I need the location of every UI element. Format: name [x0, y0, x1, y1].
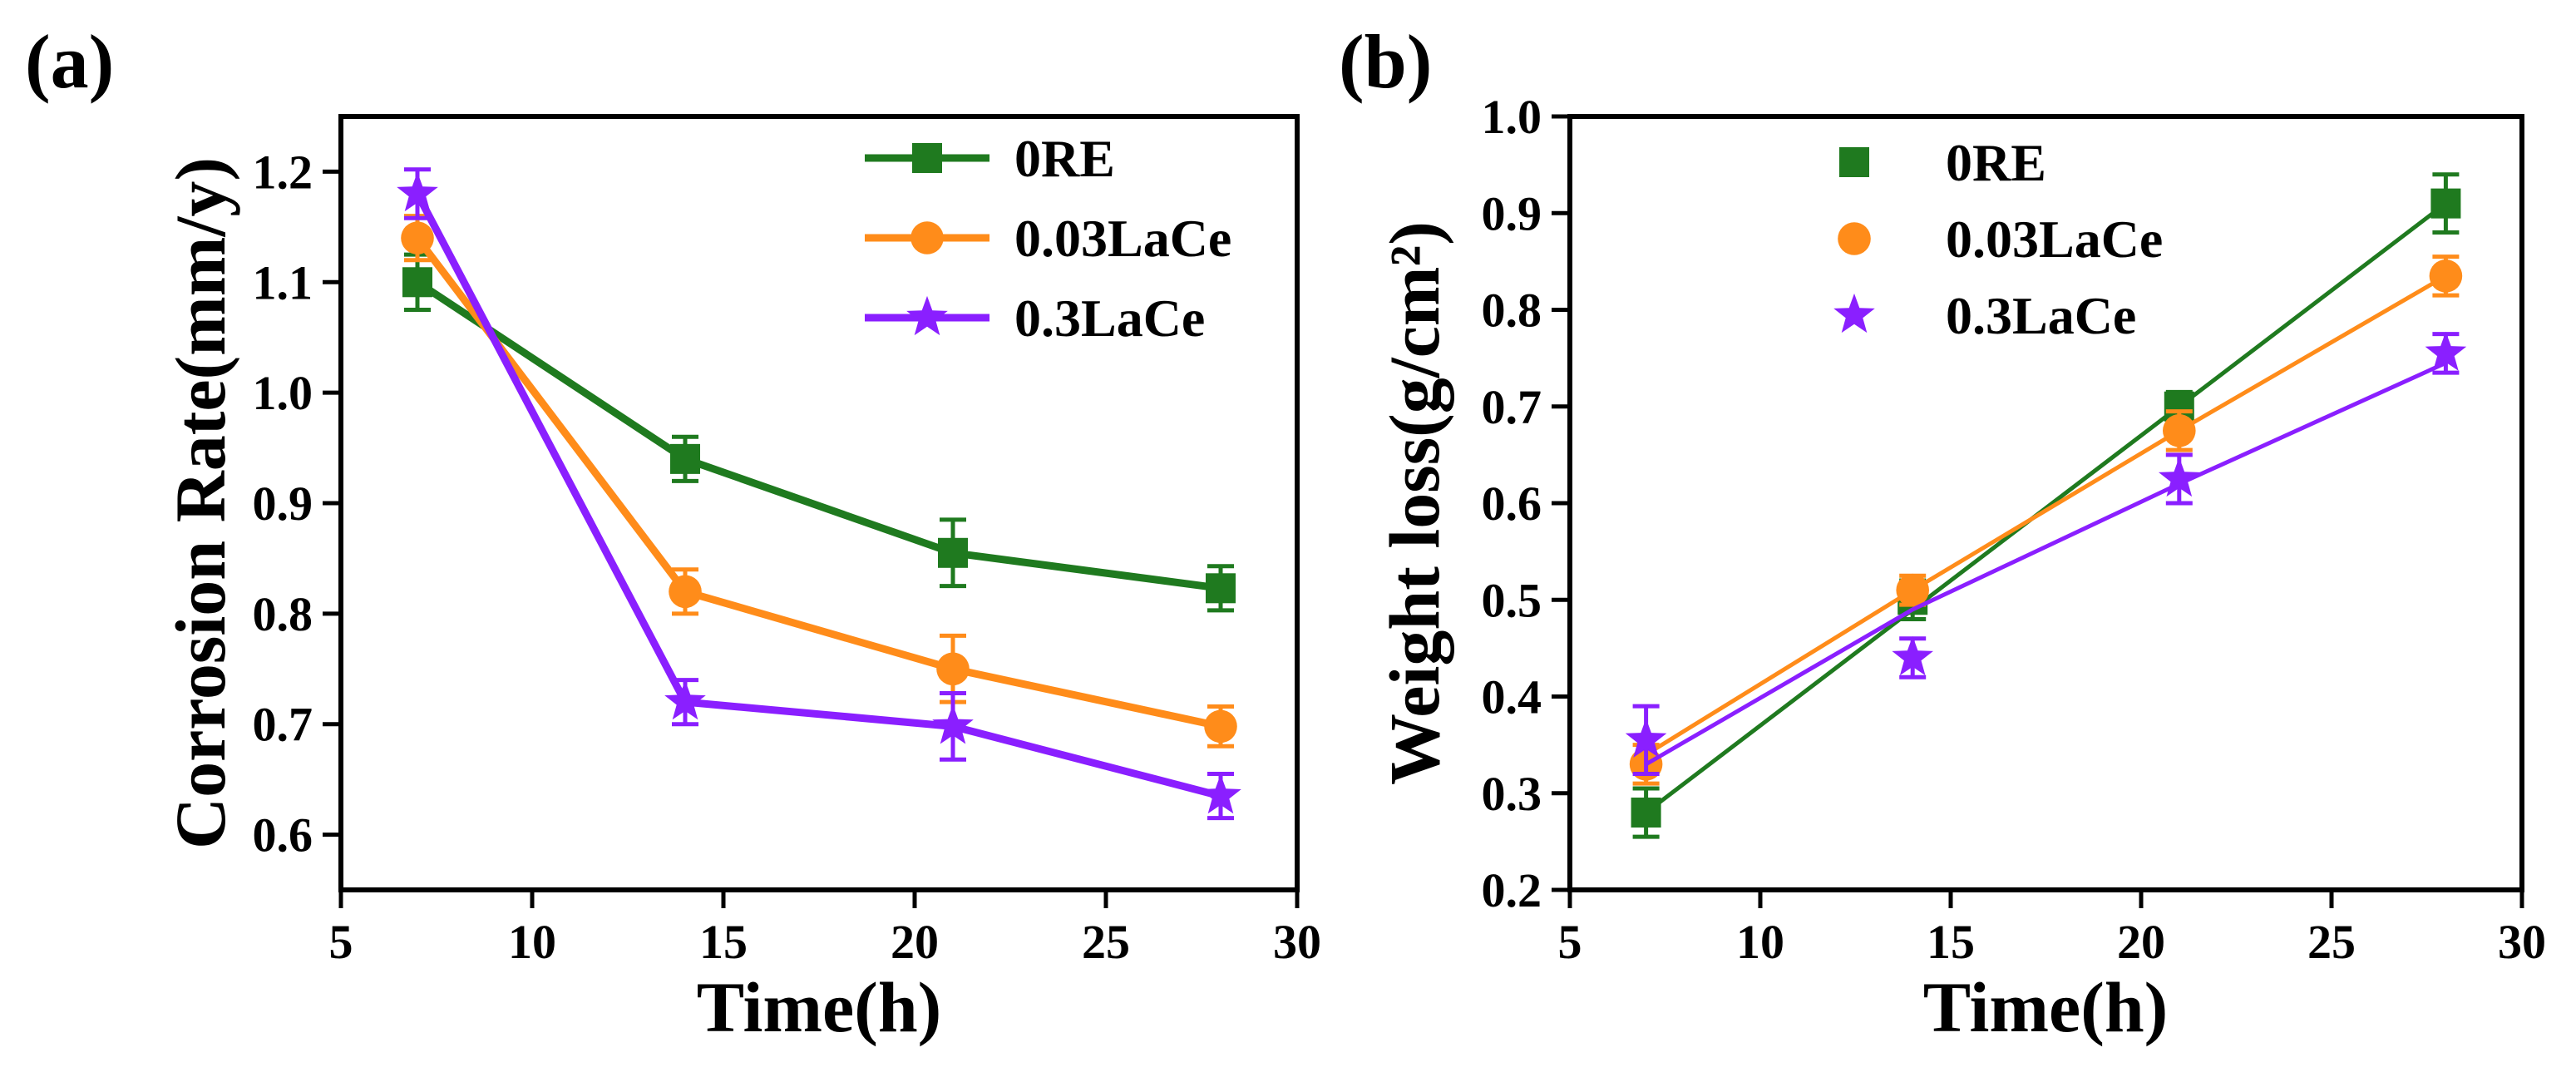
series-line: [414, 191, 1222, 800]
panel-label: (b): [1339, 19, 1432, 104]
data-point: [1892, 635, 1933, 676]
x-tick-label: 10: [1736, 915, 1784, 969]
y-tick-label: 0.9: [1482, 186, 1542, 240]
data-point: [402, 267, 432, 298]
legend-label: 0.3LaCe: [1946, 286, 2136, 345]
series-line: [415, 279, 1221, 592]
legend-label: 0.3LaCe: [1014, 289, 1205, 348]
legend-marker: [906, 295, 948, 336]
legend-marker: [1833, 293, 1875, 334]
y-tick-label: 0.3: [1482, 767, 1542, 821]
legend-entry: 0.03LaCe: [865, 209, 1231, 268]
x-tick-label: 25: [2307, 915, 2356, 969]
y-tick-label: 0.6: [1482, 477, 1542, 531]
x-tick-label: 10: [508, 915, 556, 969]
legend-label: 0.03LaCe: [1014, 209, 1231, 268]
legend-marker: [912, 143, 942, 173]
x-tick-label: 15: [699, 915, 748, 969]
legend-entry: 0RE: [865, 129, 1115, 188]
data-point: [397, 171, 438, 212]
y-tick-label: 0.6: [253, 808, 313, 862]
data-point: [1200, 774, 1241, 814]
y-tick-label: 0.8: [1482, 284, 1542, 338]
x-tick-label: 30: [1273, 915, 1321, 969]
x-axis-label: Time(h): [1923, 967, 2169, 1047]
x-tick-label: 15: [1927, 915, 1975, 969]
data-point: [932, 704, 974, 744]
y-tick-label: 1.0: [1482, 90, 1542, 144]
panel-a-corrosion-rate: (a) 5 10 15 20 25 30 0.6 0.7 0.8 0.9 1.0 1.1 1.2 Time(…: [25, 19, 1321, 1047]
x-tick-label: 30: [2498, 915, 2546, 969]
y-tick-label: 0.7: [1482, 380, 1542, 434]
legend-marker: [1838, 222, 1871, 255]
series-line: [414, 235, 1221, 730]
y-tick-label: 1.2: [253, 145, 313, 199]
legend-entry: 0.3LaCe: [1833, 286, 2136, 345]
data-point: [2430, 188, 2461, 219]
panel-label: (a): [25, 19, 114, 104]
legend-label: 0RE: [1014, 129, 1115, 188]
y-tick-label: 0.9: [253, 477, 313, 531]
x-tick-label: 5: [1558, 915, 1582, 969]
x-axis-label: Time(h): [697, 967, 942, 1047]
data-point: [2159, 457, 2200, 497]
data-point: [2429, 259, 2463, 293]
y-tick-label: 0.5: [1482, 573, 1542, 627]
data-point: [670, 443, 700, 474]
data-point: [669, 575, 702, 609]
y-tick-label: 0.2: [1482, 863, 1542, 917]
legend-label: 0.03LaCe: [1946, 210, 2163, 269]
y-tick-label: 1.0: [253, 366, 313, 420]
data-point: [1631, 798, 1661, 828]
y-tick-label: 0.4: [1482, 670, 1542, 724]
panel-b-weight-loss: (b) 5 10 15 20 25 30 0.2 0.3 0.4 0.5 0.6 0.7 0.8 0.9 1.…: [1339, 19, 2546, 1047]
x-tick-label: 5: [329, 915, 353, 969]
x-tick-label: 25: [1082, 915, 1130, 969]
legend-marker: [910, 221, 944, 254]
data-point: [936, 652, 970, 686]
series-0.03LaCe: [401, 214, 1237, 749]
fit-line: [1645, 361, 2447, 767]
data-point: [1625, 718, 1667, 758]
y-tick-label: 0.8: [253, 587, 313, 641]
series-0RE: [1631, 172, 2461, 839]
data-point: [1206, 573, 1236, 604]
legend-entry: 0.3LaCe: [865, 289, 1205, 348]
data-point: [2163, 414, 2196, 447]
y-tick-label: 1.1: [253, 255, 313, 309]
series-0.3LaCe: [397, 167, 1241, 821]
data-point: [938, 537, 968, 568]
x-tick-label: 20: [2117, 915, 2165, 969]
data-point: [2425, 331, 2467, 371]
x-tick-label: 20: [891, 915, 939, 969]
fit-line: [1645, 274, 2447, 757]
data-point: [401, 221, 434, 254]
series-0.3LaCe: [1625, 331, 2467, 776]
legend-entry: 0RE: [1839, 133, 2046, 192]
y-axis-label: Weight loss(g/cm²): [1374, 221, 1454, 785]
data-point: [1204, 709, 1237, 744]
data-point: [1896, 573, 1929, 607]
legend-label: 0RE: [1946, 133, 2046, 192]
y-axis-label: Corrosion Rate(mm/y): [160, 157, 240, 849]
data-point: [664, 680, 706, 720]
y-tick-label: 0.7: [253, 698, 313, 752]
legend-entry: 0.03LaCe: [1838, 210, 2163, 269]
legend-marker: [1839, 147, 1869, 177]
series-0RE: [402, 252, 1236, 613]
